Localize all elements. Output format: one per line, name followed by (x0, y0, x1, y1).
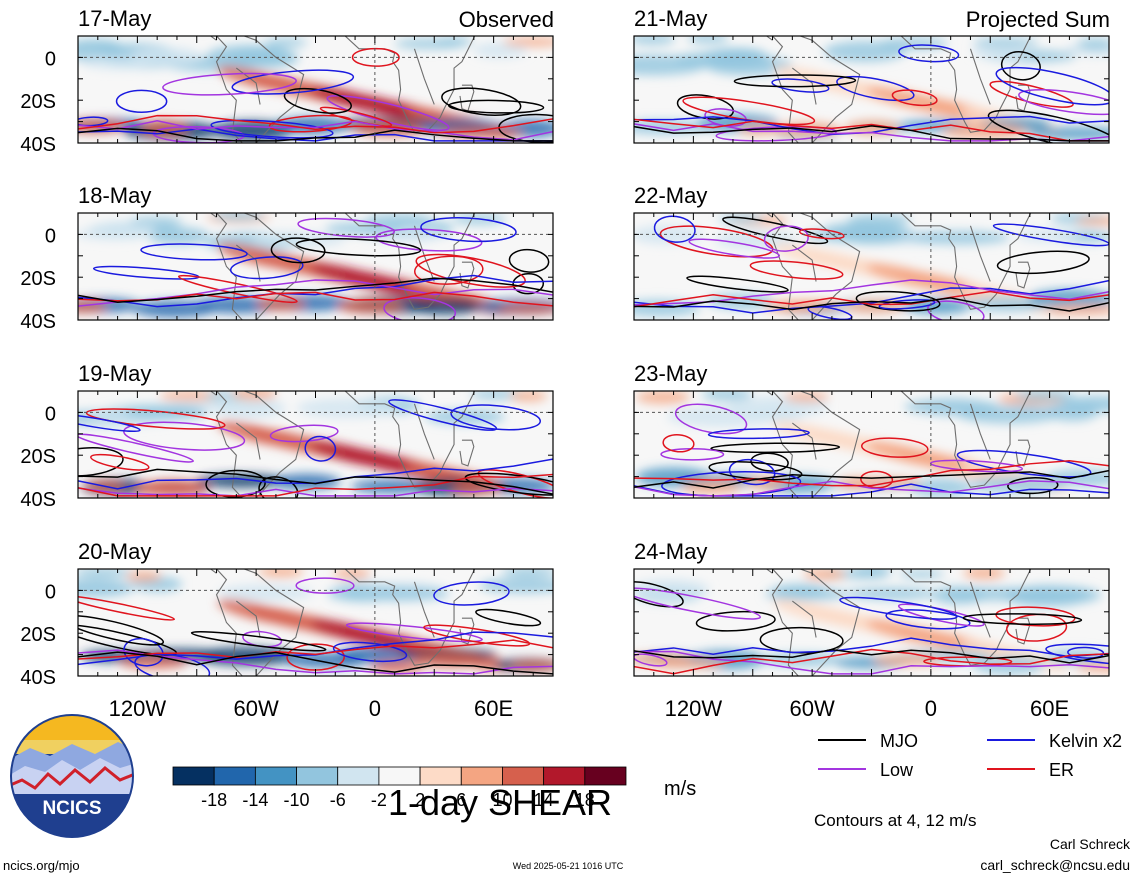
lat-tick-label: 40S (20, 489, 56, 511)
axes-group: 0 20S 40S 0 20S 40S 0 20S 40S 0 20S 40S 120W 60W 0 60E 1… (20, 48, 1069, 721)
shear-field (635, 391, 1109, 498)
colorbar-tick-label: 2 (415, 790, 425, 810)
lat-tick-label: 0 (45, 403, 56, 425)
lat-tick-label: 40S (20, 667, 56, 689)
lon-tick-label: 60E (474, 696, 513, 721)
lon-tick-label: 0 (925, 696, 937, 721)
panel-23-May: 23-May (633, 361, 1110, 499)
colorbar-swatch (213, 766, 256, 786)
panel-19-May: 19-May (77, 361, 554, 499)
panel-21-May: 21-May Projected Sum (633, 6, 1110, 144)
panel-date-label: 19-May (78, 361, 151, 386)
units-label: m/s (664, 778, 696, 800)
colorbar-swatch (584, 766, 627, 786)
lon-tick-label: 60W (234, 696, 279, 721)
column-title-right: Projected Sum (966, 7, 1110, 32)
lat-tick-label: 40S (20, 134, 56, 156)
logo-text: NCICS (42, 798, 101, 819)
lon-tick-label: 120W (665, 696, 723, 721)
lat-tick-label: 0 (45, 225, 56, 247)
panel-17-May: 17-May Observed (77, 6, 554, 144)
legend-label: MJO (880, 731, 918, 751)
panel-date-label: 24-May (634, 539, 707, 564)
colorbar-swatch (296, 766, 339, 786)
colorbar-tick-label: -6 (330, 790, 346, 810)
colorbar-tick-label: -2 (371, 790, 387, 810)
lon-tick-label: 60E (1030, 696, 1069, 721)
lon-tick-label: 60W (790, 696, 835, 721)
footer-email: carl_schreck@ncsu.edu (980, 857, 1130, 873)
footer-author: Carl Schreck (1050, 836, 1131, 852)
panel-date-label: 21-May (634, 6, 707, 31)
coastlines (209, 569, 476, 676)
coastlines (765, 569, 1032, 676)
colorbar-tick-label: -18 (201, 790, 227, 810)
colorbar-tick-label: 6 (456, 790, 466, 810)
panel-date-label: 22-May (634, 183, 707, 208)
panel-date-label: 20-May (78, 539, 151, 564)
panel-date-label: 18-May (78, 183, 151, 208)
panel-22-May: 22-May (633, 183, 1110, 321)
contours (78, 217, 553, 320)
coastlines (765, 391, 1032, 498)
lon-tick-label: 120W (109, 696, 167, 721)
colorbar-tick-label: 10 (492, 790, 512, 810)
legend-label: Low (880, 760, 914, 780)
colorbar: -18 -14 -10 -6 -2 2 6 10 14 18 (172, 766, 627, 810)
contour-note: Contours at 4, 12 m/s (814, 811, 977, 830)
footer-timestamp: Wed 2025-05-21 1016 UTC (513, 861, 624, 871)
footer-site: ncics.org/mjo (3, 858, 80, 873)
shear-field (634, 213, 1109, 317)
coastlines (209, 391, 476, 498)
panel-20-May: 20-May (77, 539, 554, 677)
lon-tick-label: 0 (369, 696, 381, 721)
contours (634, 215, 1109, 320)
column-title-left: Observed (459, 7, 554, 32)
lat-tick-label: 0 (45, 581, 56, 603)
colorbar-swatch (254, 766, 297, 786)
panels-group: 17-May Observed 18-May 19-May 20-May 21-May Pr… (77, 6, 1110, 677)
lat-tick-label: 40S (20, 311, 56, 333)
panel-date-label: 23-May (634, 361, 707, 386)
legend-label: Kelvin x2 (1049, 731, 1122, 751)
legend-label: ER (1049, 760, 1074, 780)
ncics-logo: NCICS (10, 714, 134, 838)
contours (78, 399, 553, 498)
colorbar-tick-label: 18 (575, 790, 595, 810)
lat-tick-label: 20S (20, 624, 56, 646)
legend: MJO Kelvin x2 Low ER (818, 731, 1122, 780)
colorbar-swatch (337, 766, 380, 786)
colorbar-swatch (172, 766, 215, 786)
chart-title: 1-day SHEAR (388, 782, 612, 823)
lat-tick-label: 0 (45, 48, 56, 70)
lat-tick-label: 20S (20, 91, 56, 113)
lat-tick-label: 20S (20, 446, 56, 468)
colorbar-tick-label: -10 (284, 790, 310, 810)
panel-24-May: 24-May (633, 539, 1110, 677)
colorbar-tick-label: -14 (242, 790, 268, 810)
lat-tick-label: 20S (20, 268, 56, 290)
panel-date-label: 17-May (78, 6, 151, 31)
panel-18-May: 18-May (77, 183, 554, 321)
colorbar-tick-label: 14 (534, 790, 554, 810)
